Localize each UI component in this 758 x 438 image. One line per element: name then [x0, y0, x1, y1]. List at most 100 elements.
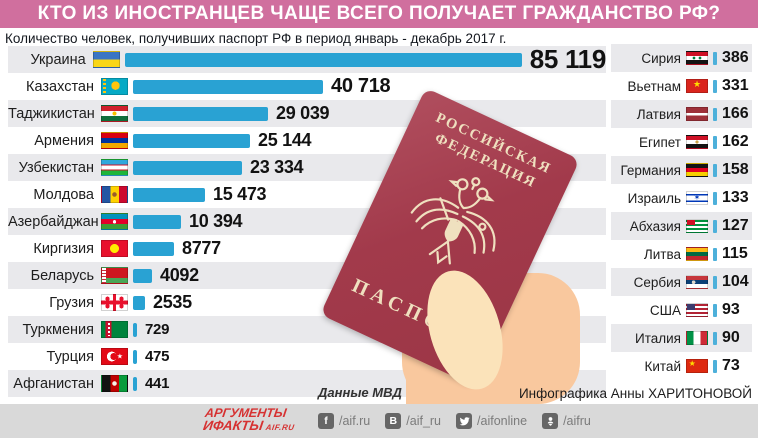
value-bar [133, 295, 145, 310]
social-link-vk[interactable]: В /aif_ru [385, 413, 441, 429]
country-label: Таджикистан [8, 105, 95, 122]
country-label: Беларусь [30, 267, 94, 284]
value-label: 8777 [182, 238, 221, 258]
value-label: 73 [722, 357, 740, 374]
country-row: Казахстан 40 718 [8, 73, 606, 100]
value-tick [713, 79, 717, 93]
country-label: Латвия [636, 106, 681, 122]
value-label: 2535 [153, 292, 192, 312]
value-tick [713, 247, 717, 261]
flag-lt-icon [686, 247, 708, 261]
country-label: Италия [635, 330, 681, 346]
country-label: Турция [46, 348, 94, 365]
value-bar [133, 214, 181, 229]
value-tick [713, 275, 717, 289]
value-label: 115 [722, 245, 748, 262]
value-label: 29 039 [276, 103, 330, 123]
value-label: 162 [722, 133, 749, 150]
right-chart: Сирия 386 Вьетнам 331 Латвия 166 Египет 162 Герм… [611, 44, 752, 380]
country-row: Израиль 133 [611, 184, 752, 212]
flag-kz-icon [101, 78, 128, 95]
value-tick [713, 359, 717, 373]
value-tick [713, 219, 717, 233]
country-label: Израиль [627, 190, 681, 206]
country-label: Сербия [633, 274, 681, 290]
country-label: Молдова [33, 186, 94, 203]
social-handle: /aif.ru [339, 414, 371, 428]
value-bar [133, 133, 250, 148]
flag-il-icon [686, 191, 708, 205]
value-label: 729 [145, 321, 170, 338]
flag-sy-icon [686, 51, 708, 65]
country-row: Турция 475 [8, 343, 606, 370]
value-tick [713, 51, 717, 65]
flag-tr-icon [101, 348, 128, 365]
country-row: Германия 158 [611, 156, 752, 184]
country-row: Латвия 166 [611, 100, 752, 128]
country-label: Казахстан [26, 78, 94, 95]
aif-logo: АРГУМЕНТЫ ИФАКТЫAIF.RU [202, 406, 297, 433]
country-row: Вьетнам 331 [611, 72, 752, 100]
country-row: Египет 162 [611, 128, 752, 156]
double-headed-eagle-icon [410, 177, 496, 265]
value-bar [133, 241, 174, 256]
country-row: Литва 115 [611, 240, 752, 268]
social-link-facebook[interactable]: f /aif.ru [318, 413, 370, 429]
flag-rs-icon [686, 275, 708, 289]
social-link-odnoklassniki[interactable]: /aifru [542, 413, 591, 429]
value-label: 133 [722, 189, 749, 206]
flag-ge-icon [101, 294, 128, 311]
flag-kg-icon [101, 240, 128, 257]
flag-by-icon [101, 267, 128, 284]
country-label: Узбекистан [18, 159, 94, 176]
passport-cover: РОССИЙСКАЯ ФЕДЕРАЦИЯ ПАСПОРТ [320, 87, 580, 387]
value-tick [713, 135, 717, 149]
value-label: 475 [145, 348, 170, 365]
country-label: Туркмения [22, 321, 94, 338]
flag-vn-icon [686, 79, 708, 93]
aif-logo-line2-text: ИФАКТЫ [202, 417, 265, 433]
value-label: 25 144 [258, 130, 312, 150]
flag-ab-icon [686, 219, 708, 233]
country-label: Египет [638, 134, 681, 150]
value-bar [133, 106, 268, 121]
country-row: Киргизия 8777 [8, 235, 606, 262]
country-label: Грузия [49, 294, 94, 311]
value-bar [133, 187, 205, 202]
country-row: США 93 [611, 296, 752, 324]
facebook-icon: f [318, 413, 334, 429]
country-label: Китай [644, 358, 682, 374]
flag-cn-icon [686, 359, 708, 373]
social-link-twitter[interactable]: /aifonline [456, 413, 527, 429]
country-label: Украина [30, 51, 86, 68]
vk-icon: В [385, 413, 402, 429]
country-label: Афганистан [13, 375, 94, 392]
twitter-icon [456, 413, 473, 429]
value-bar [133, 322, 137, 337]
value-label: 104 [722, 273, 749, 290]
value-label: 40 718 [331, 75, 391, 97]
value-bar [133, 160, 242, 175]
country-row: Сирия 386 [611, 44, 752, 72]
country-label: США [649, 302, 681, 318]
value-label: 15 473 [213, 184, 267, 204]
country-row: Китай 73 [611, 352, 752, 380]
flag-am-icon [101, 132, 128, 149]
country-label: Литва [643, 246, 681, 262]
country-row: Таджикистан 29 039 [8, 100, 606, 127]
flag-it-icon [686, 331, 708, 345]
value-label: 4092 [160, 265, 199, 285]
data-source-label: Данные МВД [318, 385, 402, 400]
country-label: Абхазия [629, 218, 681, 234]
flag-af-icon [101, 375, 128, 392]
country-row: Сербия 104 [611, 268, 752, 296]
odnoklassniki-icon [542, 413, 559, 429]
country-label: Германия [620, 162, 681, 178]
social-handle: /aifonline [477, 414, 528, 428]
value-tick [713, 303, 717, 317]
credit-label: Инфографика Анны ХАРИТОНОВОЙ [518, 386, 752, 401]
value-label: 10 394 [189, 211, 243, 231]
social-handle: /aif_ru [406, 414, 442, 428]
country-row: Грузия 2535 [8, 289, 606, 316]
